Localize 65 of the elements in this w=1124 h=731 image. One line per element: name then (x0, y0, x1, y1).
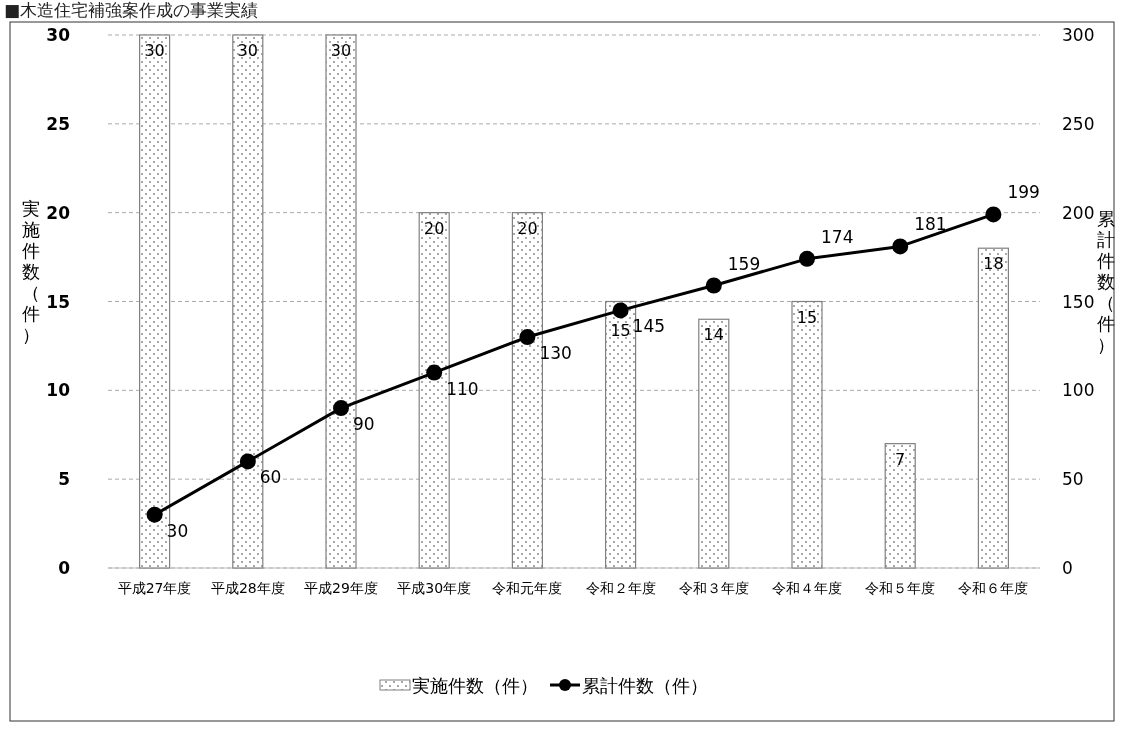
y-tick-label: 5 (58, 469, 70, 490)
point (519, 329, 536, 346)
y2-tick-label: 0 (1062, 558, 1073, 578)
data-label: 60 (259, 467, 282, 488)
data-label: 30 (144, 41, 165, 60)
y2-tick-label: 100 (1062, 380, 1095, 401)
x-tick-label: 令和２年度 (585, 580, 656, 596)
y2-axis-title: 累計件数（件） (1097, 208, 1115, 355)
point (146, 506, 163, 523)
point (612, 302, 629, 319)
chart-title: ■木造住宅補強案作成の事業実績 (4, 0, 259, 20)
data-label: 20 (517, 218, 538, 238)
bar (511, 212, 543, 569)
data-label: 30 (166, 520, 189, 541)
legend-label: 累計件数（件） (582, 675, 708, 696)
point (426, 364, 443, 381)
legend-label: 実施件数（件） (412, 675, 538, 696)
data-label: 199 (1007, 182, 1040, 203)
bar (418, 212, 450, 569)
x-tick-label: 令和５年度 (865, 580, 936, 596)
x-tick-label: 令和元年度 (492, 580, 563, 596)
y-tick-label: 10 (46, 380, 71, 401)
point (892, 238, 909, 255)
data-label: 159 (727, 253, 761, 274)
data-label: 90 (353, 414, 375, 435)
bar (791, 300, 823, 569)
y2-tick-label: 150 (1062, 291, 1095, 312)
data-label: 30 (237, 41, 258, 60)
x-tick-label: 平成29年度 (304, 580, 378, 596)
data-label: 15 (796, 307, 818, 327)
x-tick-label: 平成27年度 (117, 580, 192, 596)
data-label: 130 (539, 343, 572, 364)
y-tick-label: 20 (46, 202, 71, 223)
data-label: 7 (895, 449, 906, 469)
y2-tick-label: 250 (1062, 113, 1095, 134)
data-label: 110 (446, 378, 479, 399)
y2-tick-label: 300 (1062, 25, 1095, 45)
y-tick-label: 0 (58, 558, 71, 578)
y2-tick-label: 200 (1062, 202, 1095, 223)
x-tick-label: 令和６年度 (958, 580, 1029, 596)
data-label: 145 (632, 316, 666, 337)
data-label: 20 (424, 218, 445, 238)
x-tick-label: 令和４年度 (772, 580, 842, 596)
y-tick-label: 15 (46, 291, 70, 312)
y-axis-title: 実施件数（件） (22, 198, 40, 345)
point (799, 250, 815, 267)
point (705, 277, 722, 294)
x-tick-label: 平成28年度 (210, 580, 285, 596)
data-label: 30 (330, 41, 352, 60)
data-label: 15 (610, 321, 631, 341)
y2-tick-label: 50 (1062, 469, 1084, 490)
data-label: 18 (983, 254, 1004, 274)
x-tick-label: 平成30年度 (397, 580, 472, 596)
point (985, 206, 1002, 223)
data-label: 181 (914, 214, 947, 235)
data-label: 14 (703, 325, 724, 345)
x-tick-label: 令和３年度 (678, 580, 749, 596)
bar (698, 318, 730, 569)
y-tick-label: 25 (46, 113, 70, 134)
y-tick-label: 30 (46, 25, 71, 45)
data-label: 174 (821, 226, 854, 247)
point (239, 453, 256, 470)
bar (977, 247, 1009, 569)
point (333, 400, 349, 417)
bar (884, 443, 916, 569)
